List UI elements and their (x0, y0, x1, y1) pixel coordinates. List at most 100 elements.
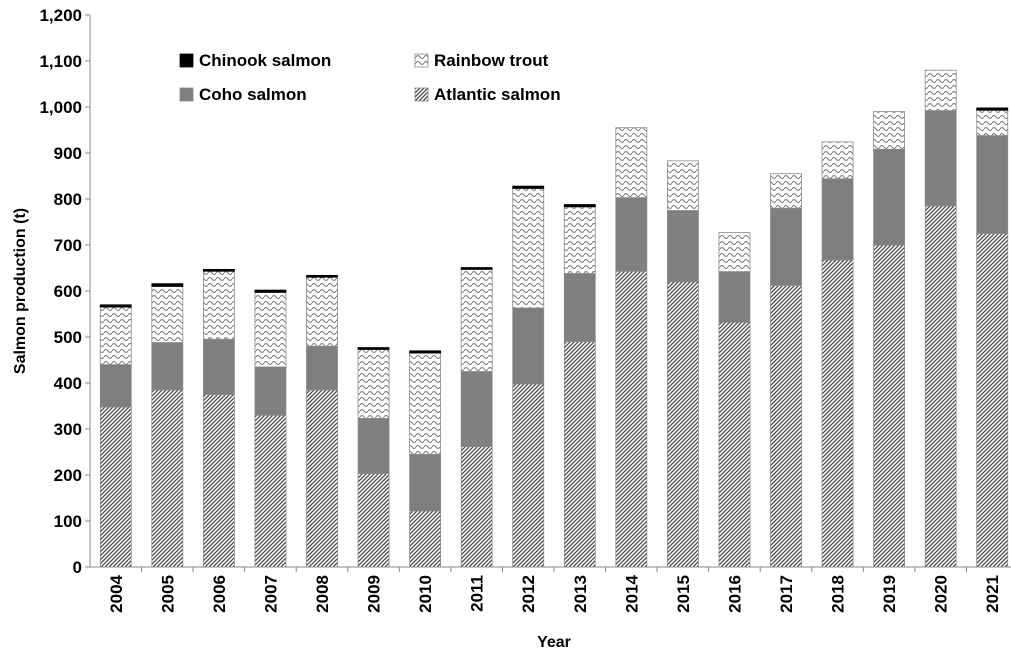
bar-rainbow-trout-2011 (460, 268, 493, 372)
x-tick-label: 2017 (777, 575, 796, 613)
x-tick-label: 2004 (107, 574, 126, 612)
x-tick-label: 2010 (416, 575, 435, 613)
bar-rainbow-trout-2015 (666, 160, 699, 211)
bar-atlantic-salmon-2009 (357, 473, 390, 568)
bar-coho-salmon-2012 (512, 307, 545, 385)
bar-rainbow-trout-2021 (976, 109, 1009, 136)
bar-rainbow-trout-2013 (563, 206, 596, 274)
bar-atlantic-salmon-2012 (512, 383, 545, 568)
y-tick-label: 700 (54, 236, 82, 255)
y-tick-label: 0 (73, 558, 82, 577)
x-tick-label: 2006 (210, 575, 229, 613)
bar-rainbow-trout-2012 (512, 188, 545, 309)
bar-rainbow-trout-2009 (357, 349, 390, 419)
bar-chinook-salmon-2008 (306, 274, 338, 278)
x-tick-label: 2016 (725, 575, 744, 613)
bar-rainbow-trout-2020 (924, 69, 957, 112)
y-axis-ticks: 0 100 200 300 400 500 600 700 800 900 1,000 1,100 1,… (39, 6, 90, 577)
bar-chinook-salmon-2012 (512, 185, 545, 189)
bar-atlantic-salmon-2014 (615, 270, 648, 568)
bar-atlantic-salmon-2016 (718, 321, 751, 568)
bar-atlantic-salmon-2008 (306, 389, 338, 568)
y-tick-label: 1,000 (39, 98, 82, 117)
bar-coho-salmon-2016 (718, 271, 751, 323)
legend-swatch-chinook-salmon (179, 53, 194, 68)
y-tick-label: 1,200 (39, 6, 82, 25)
bar-rainbow-trout-2017 (770, 173, 802, 209)
legend-label-atlantic-salmon: Atlantic salmon (434, 85, 561, 104)
bar-coho-salmon-2015 (666, 210, 699, 283)
bar-atlantic-salmon-2010 (409, 510, 442, 568)
x-tick-label: 2021 (983, 575, 1002, 613)
legend-swatch-coho-salmon (179, 87, 194, 102)
y-tick-label: 800 (54, 190, 82, 209)
y-tick-label: 300 (54, 420, 82, 439)
legend-label-chinook-salmon: Chinook salmon (199, 51, 331, 70)
y-tick-label: 500 (54, 328, 82, 347)
x-tick-label: 2015 (674, 575, 693, 613)
x-axis-title: Year (537, 634, 571, 651)
y-tick-label: 900 (54, 144, 82, 163)
bar-coho-salmon-2005 (151, 342, 184, 391)
bar-atlantic-salmon-2019 (873, 244, 906, 568)
bar-rainbow-trout-2004 (99, 306, 132, 366)
legend-label-coho-salmon: Coho salmon (199, 85, 307, 104)
bar-atlantic-salmon-2020 (924, 205, 957, 568)
bar-atlantic-salmon-2013 (563, 341, 596, 568)
bar-rainbow-trout-2006 (202, 270, 235, 340)
y-tick-label: 1,100 (39, 52, 82, 71)
bar-coho-salmon-2013 (563, 273, 596, 342)
bar-chinook-salmon-2006 (202, 268, 235, 272)
x-tick-label: 2014 (622, 574, 641, 612)
bar-chinook-salmon-2007 (254, 289, 287, 293)
bar-coho-salmon-2021 (976, 135, 1009, 234)
bar-coho-salmon-2011 (460, 371, 493, 447)
bar-atlantic-salmon-2018 (821, 259, 854, 568)
bar-chinook-salmon-2004 (99, 304, 132, 308)
bar-chinook-salmon-2010 (409, 350, 442, 354)
y-tick-label: 400 (54, 374, 82, 393)
bar-coho-salmon-2019 (873, 148, 906, 246)
legend-swatch-atlantic-salmon (414, 87, 429, 102)
bar-atlantic-salmon-2004 (99, 406, 132, 568)
bar-chinook-salmon-2005 (151, 283, 184, 287)
y-tick-label: 200 (54, 466, 82, 485)
x-tick-label: 2011 (468, 575, 487, 612)
bar-rainbow-trout-2016 (718, 232, 751, 273)
bar-rainbow-trout-2010 (409, 352, 442, 455)
bar-atlantic-salmon-2017 (770, 285, 802, 568)
bar-chinook-salmon-2011 (460, 267, 493, 270)
x-tick-label: 2009 (365, 575, 384, 613)
bar-coho-salmon-2010 (409, 453, 442, 512)
legend-swatch-rainbow-trout (414, 53, 429, 68)
x-tick-label: 2007 (261, 575, 280, 613)
bar-coho-salmon-2014 (615, 197, 648, 272)
y-axis-title: Salmon production (t) (12, 208, 29, 374)
bar-coho-salmon-2017 (770, 207, 802, 286)
bar-coho-salmon-2007 (254, 366, 287, 416)
bar-chinook-salmon-2013 (563, 204, 596, 208)
bar-coho-salmon-2020 (924, 110, 957, 207)
bar-coho-salmon-2018 (821, 178, 854, 261)
x-tick-label: 2018 (829, 575, 848, 613)
bar-rainbow-trout-2018 (821, 141, 854, 180)
bar-coho-salmon-2009 (357, 418, 390, 475)
bar-atlantic-salmon-2015 (666, 281, 699, 568)
x-tick-label: 2019 (880, 575, 899, 613)
bars (99, 69, 1009, 568)
bar-coho-salmon-2004 (99, 364, 132, 408)
bar-atlantic-salmon-2006 (202, 394, 235, 568)
bar-rainbow-trout-2014 (615, 127, 648, 199)
legend: Chinook salmon Rainbow trout Coho salmon At… (179, 51, 561, 104)
bar-atlantic-salmon-2005 (151, 389, 184, 568)
bar-rainbow-trout-2005 (151, 285, 184, 343)
bar-atlantic-salmon-2021 (976, 233, 1009, 568)
bar-atlantic-salmon-2011 (460, 446, 493, 568)
x-tick-label: 2008 (313, 575, 332, 613)
bar-rainbow-trout-2008 (306, 276, 338, 347)
bar-rainbow-trout-2019 (873, 111, 906, 150)
bar-rainbow-trout-2007 (254, 291, 287, 368)
x-tick-label: 2013 (571, 575, 590, 613)
legend-label-rainbow-trout: Rainbow trout (434, 51, 549, 70)
